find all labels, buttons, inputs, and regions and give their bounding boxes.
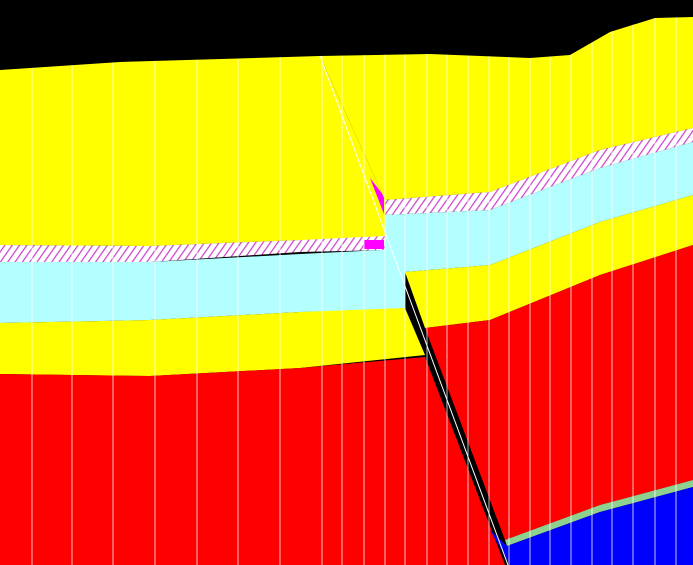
left-red-layer [0, 357, 505, 565]
left-hatched-band [0, 236, 385, 262]
left-lower-yellow-layer [0, 308, 425, 376]
vertical-grid-lines [31, 17, 677, 565]
right-lower-yellow-layer [405, 195, 693, 328]
right-red-layer [425, 245, 693, 540]
left-cyan-band [0, 250, 405, 323]
left-upper-yellow-layer [0, 56, 385, 247]
fault-marker-lower [364, 240, 384, 249]
fault-marker-upper [370, 178, 384, 214]
right-cyan-band [385, 142, 693, 272]
right-thin-seam [505, 480, 693, 546]
right-upper-yellow-layer [320, 17, 693, 200]
right-hatched-band [385, 128, 693, 215]
fault-line [319, 55, 509, 565]
